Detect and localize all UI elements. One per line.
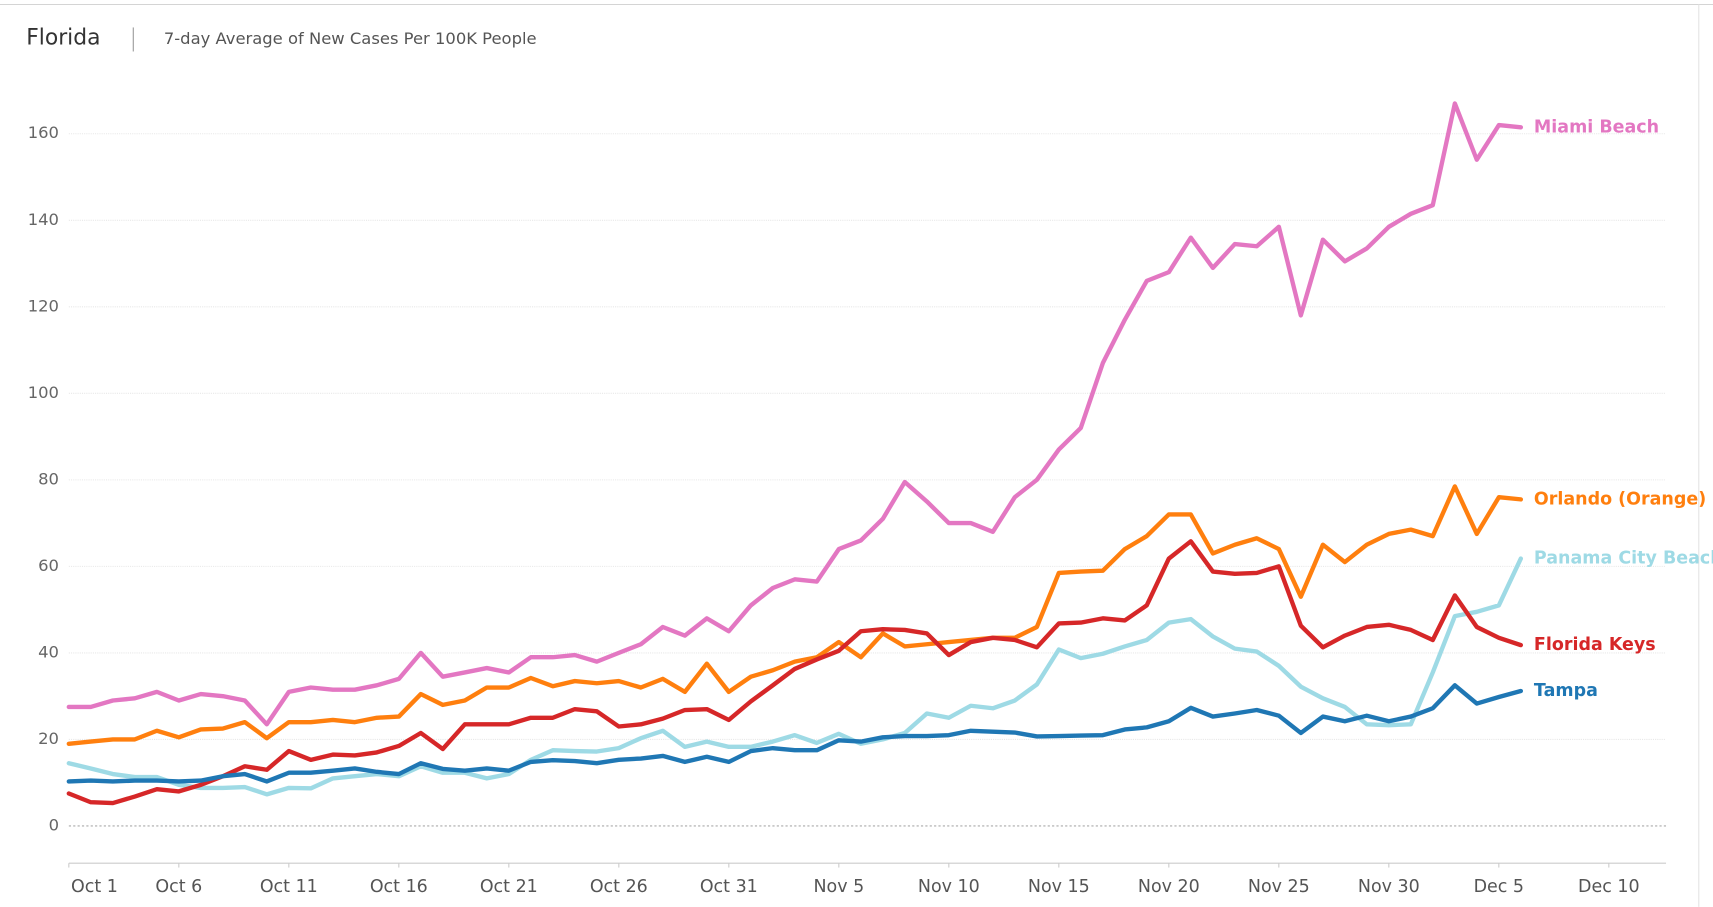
x-tick-label: Oct 1 xyxy=(71,877,118,897)
y-tick-label: 80 xyxy=(38,469,59,488)
y-tick-label: 160 xyxy=(28,123,59,142)
y-tick-label: 0 xyxy=(49,815,59,834)
x-tick-label: Nov 5 xyxy=(813,877,864,897)
y-tick-label: 40 xyxy=(38,642,59,661)
plot-area: 0 20 40 60 80 100 120 140 160 Oct 1 Oct 6 Oct 11 Oct… xyxy=(28,101,1713,897)
series-label: Tampa xyxy=(1534,681,1598,701)
series-line xyxy=(66,556,1524,797)
x-tick-label: Oct 6 xyxy=(155,877,202,897)
series-label: Miami Beach xyxy=(1534,117,1659,137)
x-tick-label: Oct 11 xyxy=(260,877,318,897)
x-tick-label: Oct 26 xyxy=(590,877,648,897)
x-tick-label: Nov 30 xyxy=(1358,877,1420,897)
y-tick-label: 120 xyxy=(28,296,59,315)
x-tick-label: Oct 31 xyxy=(700,877,758,897)
x-tick-label: Nov 25 xyxy=(1248,877,1310,897)
x-tick-label: Nov 10 xyxy=(918,877,980,897)
y-tick-label: 60 xyxy=(38,556,59,575)
series-line xyxy=(66,101,1524,727)
series-label: Florida Keys xyxy=(1534,635,1656,655)
chart-title: Florida xyxy=(26,25,100,50)
y-tick-label: 20 xyxy=(38,729,59,748)
chart-subtitle: 7-day Average of New Cases Per 100K Peop… xyxy=(164,29,537,48)
y-tick-label: 140 xyxy=(28,210,59,229)
x-tick-label: Oct 21 xyxy=(480,877,538,897)
series-line xyxy=(66,683,1524,784)
x-tick-label: Dec 10 xyxy=(1578,877,1640,897)
x-tick-label: Oct 16 xyxy=(370,877,428,897)
series-line xyxy=(66,539,1524,806)
series-line xyxy=(66,484,1524,746)
series-label: Orlando (Orange) xyxy=(1534,489,1706,509)
y-tick-label: 100 xyxy=(28,383,59,402)
series-label: Panama City Beach xyxy=(1534,549,1713,569)
x-tick-label: Nov 15 xyxy=(1028,877,1090,897)
x-tick-label: Dec 5 xyxy=(1474,877,1524,897)
x-tick-label: Nov 20 xyxy=(1138,877,1200,897)
